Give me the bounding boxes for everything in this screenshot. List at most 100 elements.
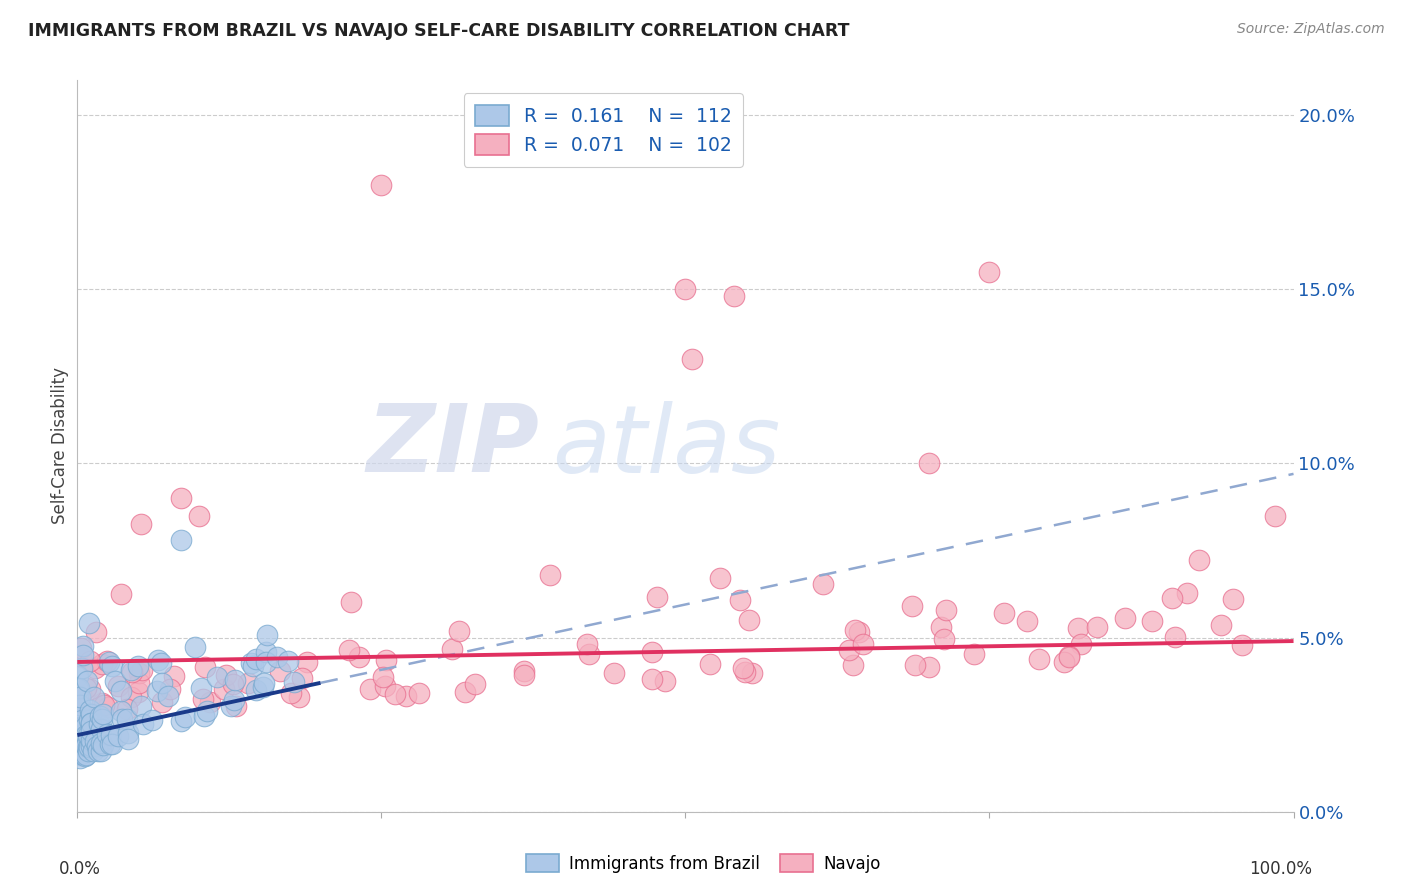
Point	[576, 637, 599, 651]
Point	[170, 714, 193, 728]
Point	[69, 734, 91, 748]
Point	[77, 615, 100, 630]
Point	[146, 653, 169, 667]
Point	[654, 674, 676, 689]
Point	[90, 744, 112, 758]
Point	[117, 726, 139, 740]
Point	[83, 690, 105, 705]
Point	[269, 664, 291, 678]
Point	[236, 676, 259, 690]
Point	[408, 686, 430, 700]
Point	[194, 660, 217, 674]
Point	[87, 744, 110, 758]
Point	[80, 733, 103, 747]
Point	[128, 666, 150, 681]
Point	[75, 747, 97, 762]
Point	[121, 665, 143, 680]
Point	[76, 674, 98, 689]
Point	[90, 712, 112, 726]
Point	[1057, 650, 1080, 665]
Point	[1175, 586, 1198, 600]
Point	[277, 654, 299, 668]
Point	[225, 698, 247, 713]
Point	[464, 677, 486, 691]
Point	[69, 751, 91, 765]
Point	[79, 714, 101, 728]
Point	[79, 739, 101, 754]
Point	[811, 577, 834, 591]
Point	[67, 700, 90, 714]
Point	[918, 457, 941, 471]
Point	[741, 665, 763, 680]
Point	[129, 516, 152, 531]
Point	[84, 625, 107, 640]
Point	[77, 744, 100, 758]
Text: 0.0%: 0.0%	[59, 861, 101, 879]
Point	[852, 637, 875, 651]
Point	[97, 699, 120, 714]
Point	[73, 721, 96, 735]
Point	[110, 684, 132, 698]
Point	[77, 728, 100, 742]
Text: 100.0%: 100.0%	[1249, 861, 1312, 879]
Point	[98, 655, 121, 669]
Point	[932, 632, 955, 646]
Point	[224, 693, 246, 707]
Point	[79, 654, 101, 668]
Point	[1015, 614, 1038, 628]
Point	[67, 682, 90, 697]
Point	[72, 648, 94, 662]
Point	[120, 690, 142, 705]
Point	[1067, 621, 1090, 635]
Point	[340, 595, 363, 609]
Point	[73, 739, 96, 754]
Point	[70, 649, 93, 664]
Point	[67, 681, 90, 695]
Point	[69, 743, 91, 757]
Point	[205, 671, 228, 685]
Point	[101, 659, 124, 673]
Point	[67, 728, 90, 742]
Point	[337, 643, 360, 657]
Point	[84, 734, 107, 748]
Point	[359, 682, 381, 697]
Point	[1264, 508, 1286, 523]
Point	[173, 710, 195, 724]
Text: atlas: atlas	[551, 401, 780, 491]
Point	[709, 571, 731, 585]
Point	[77, 739, 100, 754]
Point	[287, 690, 309, 704]
Point	[1114, 611, 1136, 625]
Point	[929, 620, 952, 634]
Point	[110, 587, 132, 601]
Point	[1028, 652, 1050, 666]
Point	[993, 607, 1015, 621]
Point	[90, 722, 112, 736]
Point	[70, 687, 93, 701]
Point	[1230, 639, 1253, 653]
Point	[82, 744, 104, 758]
Point	[66, 669, 89, 683]
Text: ZIP: ZIP	[367, 400, 540, 492]
Point	[578, 648, 600, 662]
Point	[117, 702, 139, 716]
Point	[1164, 631, 1187, 645]
Point	[149, 656, 172, 670]
Y-axis label: Self-Care Disability: Self-Care Disability	[51, 368, 69, 524]
Point	[256, 628, 278, 642]
Point	[675, 282, 697, 296]
Point	[449, 624, 471, 639]
Point	[66, 688, 89, 702]
Point	[723, 289, 745, 303]
Point	[69, 743, 91, 757]
Point	[240, 656, 263, 670]
Text: Source: ZipAtlas.com: Source: ZipAtlas.com	[1237, 22, 1385, 37]
Point	[193, 708, 215, 723]
Legend: R =  0.161    N =  112, R =  0.071    N =  102: R = 0.161 N = 112, R = 0.071 N = 102	[464, 94, 742, 167]
Point	[374, 653, 396, 667]
Point	[73, 739, 96, 753]
Point	[91, 738, 114, 752]
Point	[1188, 553, 1211, 567]
Point	[70, 738, 93, 752]
Point	[842, 658, 865, 673]
